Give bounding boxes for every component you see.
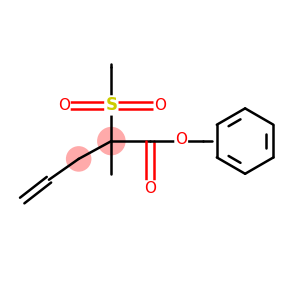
Text: O: O — [154, 98, 166, 113]
Text: S: S — [105, 96, 117, 114]
Text: O: O — [144, 181, 156, 196]
Circle shape — [97, 127, 126, 155]
Text: O: O — [58, 98, 70, 113]
Circle shape — [66, 146, 92, 172]
Text: O: O — [175, 132, 187, 147]
